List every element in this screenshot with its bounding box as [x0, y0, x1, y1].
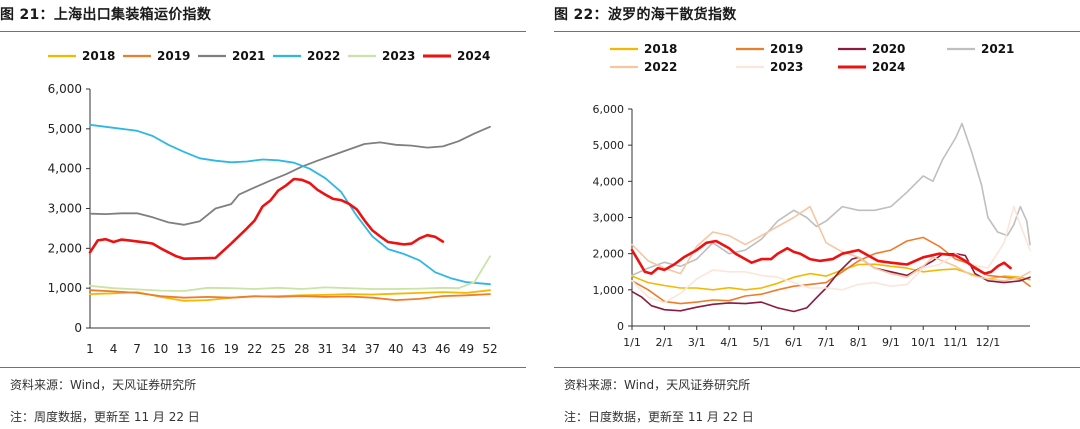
- left-legend-label-2021: 2021: [232, 49, 265, 63]
- left-x-tick-label: 37: [365, 342, 380, 356]
- right-x-tick-label: 4/1: [720, 336, 738, 349]
- right-x-tick-label: 3/1: [688, 336, 706, 349]
- left-x-tick-label: 25: [271, 342, 286, 356]
- right-y-tick-label: 4,000: [593, 175, 625, 188]
- right-series-line-2019: [631, 236, 1031, 305]
- left-legend-label-2022: 2022: [307, 49, 340, 63]
- right-source-note: 资料来源：Wind，天风证券研究所: [564, 378, 751, 392]
- right-legend-item-2022: 2022: [610, 60, 677, 74]
- left-legend-label-2024: 2024: [457, 49, 490, 63]
- right-series-line-2022: [631, 205, 1031, 282]
- left-x-tick-label: 28: [294, 342, 309, 356]
- right-series-line-2018: [631, 263, 1031, 291]
- right-x-tick-label: 2/1: [656, 336, 674, 349]
- right-x-tick-label: 12/1: [976, 336, 1001, 349]
- right-legend-item-2023: 2023: [736, 60, 803, 74]
- right-legend-label-2020: 2020: [872, 42, 905, 56]
- left-series-line-2023: [89, 255, 491, 292]
- right-legend-label-2018: 2018: [644, 42, 677, 56]
- left-x-tick-label: 46: [435, 342, 450, 356]
- left-legend-label-2023: 2023: [382, 49, 415, 63]
- left-line-chart: 0 1,000 2,000 3,000 4,000 5,000 6,000 1 4 7 10 13 16…: [48, 49, 498, 356]
- left-series-line-2022: [89, 123, 491, 286]
- left-x-tick-label: 4: [110, 342, 118, 356]
- right-y-tick-label: 6,000: [593, 103, 625, 116]
- right-x-tick-label: 11/1: [943, 336, 968, 349]
- left-series-line-2019: [89, 289, 491, 302]
- right-line-chart: 0 1,000 2,000 3,000 4,000 5,000 6,000 1/1 2/1 3/1…: [593, 42, 1031, 349]
- left-source-note: 资料来源：Wind，天风证券研究所: [10, 378, 197, 392]
- left-x-tick-label: 19: [224, 342, 239, 356]
- right-x-tick-label: 10/1: [911, 336, 936, 349]
- right-y-tick-label: 0: [617, 320, 624, 333]
- right-legend-label-2024: 2024: [872, 60, 905, 74]
- left-x-tick-label: 13: [176, 342, 191, 356]
- right-legend-item-2019: 2019: [736, 42, 803, 56]
- right-remark-note: 注：日度数据，更新至 11 月 22 日: [564, 410, 754, 424]
- right-y-tick-label: 2,000: [593, 248, 625, 261]
- left-x-tick-label: 31: [318, 342, 333, 356]
- left-y-tick-label: 3,000: [48, 202, 82, 216]
- left-y-tick-label: 2,000: [48, 241, 82, 255]
- left-footer-rule: [0, 367, 526, 368]
- left-x-tick-label: 43: [412, 342, 427, 356]
- right-legend-label-2022: 2022: [644, 60, 677, 74]
- left-legend-item-2018: 2018: [48, 49, 115, 63]
- left-y-tick-label: 5,000: [48, 122, 82, 136]
- left-chart-title: 图 21：上海出口集装箱运价指数: [0, 7, 212, 23]
- right-title-rule: [554, 31, 1080, 32]
- left-legend-item-2024: 2024: [423, 49, 490, 63]
- left-chart-panel: 图 21：上海出口集装箱运价指数 0 1,000 2,000 3,000 4,000 5,…: [0, 0, 526, 429]
- left-series-line-2024: [88, 177, 445, 260]
- right-legend-label-2019: 2019: [770, 42, 803, 56]
- right-y-tick-label: 3,000: [593, 212, 625, 225]
- left-legend-item-2019: 2019: [123, 49, 190, 63]
- right-legend-item-2018: 2018: [610, 42, 677, 56]
- left-x-tick-label: 10: [153, 342, 168, 356]
- right-x-tick-label: 6/1: [785, 336, 803, 349]
- right-legend-item-2021: 2021: [947, 42, 1014, 56]
- right-legend-item-2020: 2020: [838, 42, 905, 56]
- left-x-tick-label: 34: [341, 342, 356, 356]
- left-x-tick-label: 1: [86, 342, 94, 356]
- left-x-tick-label: 7: [133, 342, 141, 356]
- right-footer-rule: [554, 367, 1080, 368]
- right-series-line-2024: [630, 239, 1012, 275]
- left-title-rule: [0, 31, 526, 32]
- left-remark-note: 注：周度数据，更新至 11 月 22 日: [10, 410, 200, 424]
- right-legend-label-2023: 2023: [770, 60, 803, 74]
- left-legend-item-2021: 2021: [198, 49, 265, 63]
- left-legend-label-2018: 2018: [82, 49, 115, 63]
- right-x-tick-label: 9/1: [882, 336, 900, 349]
- left-y-tick-label: 0: [74, 321, 82, 335]
- left-y-tick-label: 6,000: [48, 82, 82, 96]
- right-x-tick-label: 8/1: [850, 336, 868, 349]
- left-y-tick-label: 1,000: [48, 281, 82, 295]
- left-x-tick-label: 49: [459, 342, 474, 356]
- right-series-line-2020: [631, 252, 1031, 313]
- left-legend-item-2022: 2022: [273, 49, 340, 63]
- left-y-tick-label: 4,000: [48, 162, 82, 176]
- left-x-tick-label: 40: [388, 342, 403, 356]
- left-series-line-2021: [89, 125, 491, 226]
- right-legend-label-2021: 2021: [981, 42, 1014, 56]
- right-y-tick-label: 1,000: [593, 284, 625, 297]
- right-chart-panel: 图 22：波罗的海干散货指数 0 1,000 2,000 3,000 4,000 5,00…: [554, 0, 1080, 429]
- right-chart-title: 图 22：波罗的海干散货指数: [554, 7, 737, 23]
- right-x-tick-label: 7/1: [817, 336, 835, 349]
- right-series-line-2021: [631, 122, 1031, 277]
- right-legend-item-2024: 2024: [838, 60, 905, 74]
- left-x-tick-label: 52: [482, 342, 497, 356]
- left-x-tick-label: 16: [200, 342, 215, 356]
- left-x-tick-label: 22: [247, 342, 262, 356]
- right-x-tick-label: 5/1: [753, 336, 771, 349]
- left-legend-label-2019: 2019: [157, 49, 190, 63]
- left-legend-item-2023: 2023: [348, 49, 415, 63]
- right-y-tick-label: 5,000: [593, 139, 625, 152]
- right-x-tick-label: 1/1: [623, 336, 641, 349]
- right-series-line-2023: [631, 205, 1031, 304]
